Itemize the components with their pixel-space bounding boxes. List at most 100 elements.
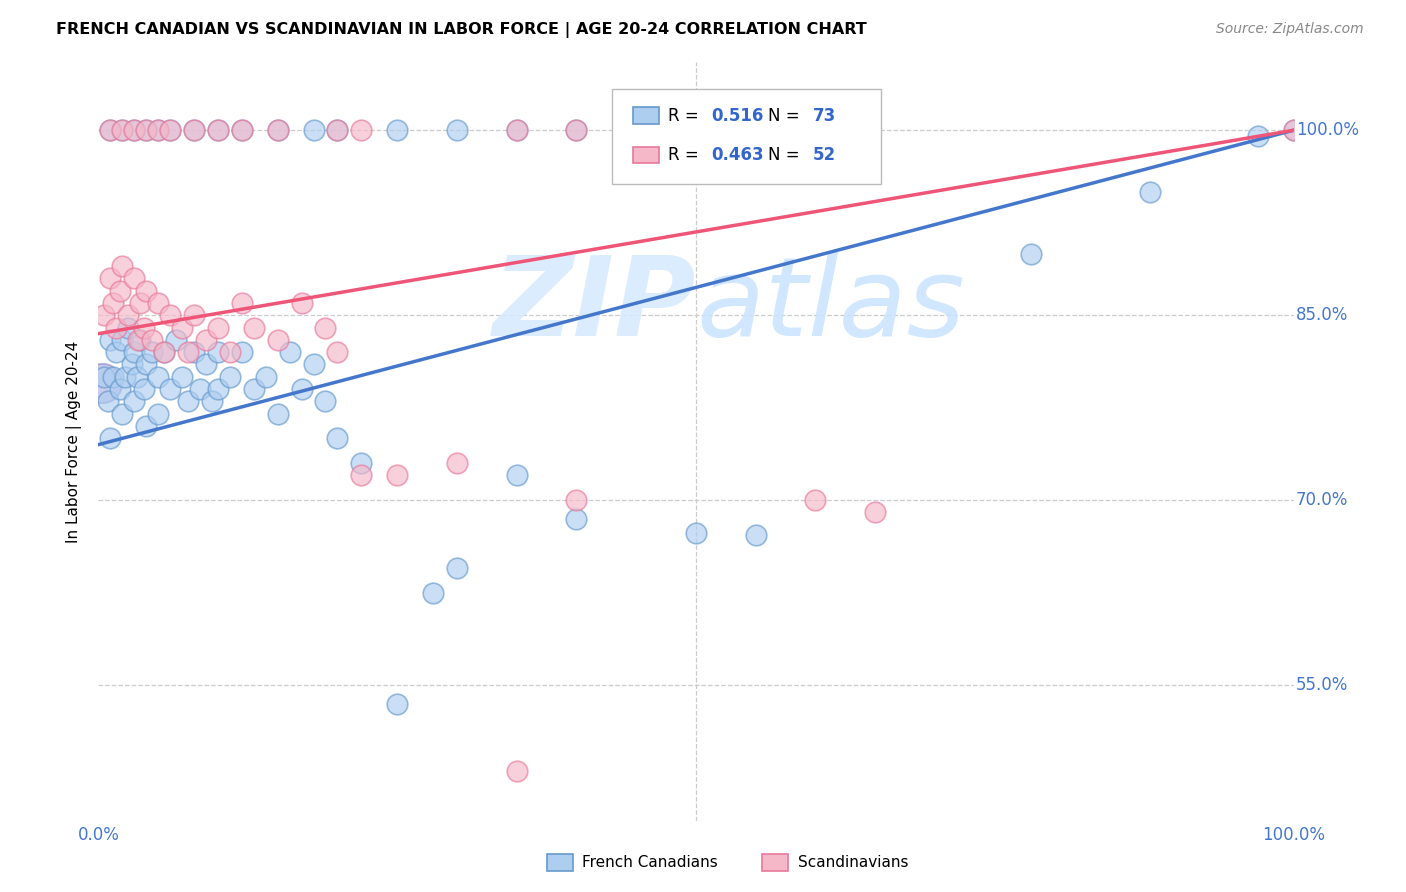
Y-axis label: In Labor Force | Age 20-24: In Labor Force | Age 20-24	[66, 341, 83, 542]
Point	[565, 123, 588, 137]
Point	[422, 585, 444, 599]
Point	[231, 345, 253, 359]
Point	[148, 296, 170, 310]
Point	[685, 526, 707, 541]
Text: atlas: atlas	[696, 252, 965, 359]
Point	[506, 764, 529, 779]
Point	[124, 394, 146, 409]
Point	[243, 320, 266, 334]
Point	[135, 284, 157, 298]
Text: 100.0%: 100.0%	[1296, 121, 1360, 139]
Point	[129, 296, 152, 310]
Point	[685, 123, 707, 137]
Point	[93, 308, 115, 322]
Point	[207, 123, 229, 137]
Point	[1019, 246, 1042, 260]
Point	[98, 123, 122, 137]
Point	[626, 123, 648, 137]
Text: Scandinavians: Scandinavians	[797, 855, 908, 870]
Point	[111, 333, 134, 347]
Point	[114, 369, 136, 384]
Point	[267, 123, 290, 137]
Point	[183, 345, 205, 359]
Point	[172, 320, 194, 334]
Point	[148, 369, 170, 384]
Text: R =: R =	[668, 146, 704, 164]
Point	[385, 468, 409, 483]
Point	[148, 123, 170, 137]
Point	[326, 123, 349, 137]
Text: FRENCH CANADIAN VS SCANDINAVIAN IN LABOR FORCE | AGE 20-24 CORRELATION CHART: FRENCH CANADIAN VS SCANDINAVIAN IN LABOR…	[56, 22, 868, 38]
Text: 85.0%: 85.0%	[1296, 306, 1348, 324]
Point	[153, 345, 176, 359]
Point	[98, 271, 122, 285]
Point	[129, 333, 152, 347]
Text: 0.516: 0.516	[711, 106, 763, 125]
Point	[745, 527, 768, 541]
Text: French Canadians: French Canadians	[582, 855, 718, 870]
Point	[626, 123, 648, 137]
Point	[350, 468, 373, 483]
Point	[565, 123, 588, 137]
Point	[135, 358, 157, 372]
Text: 52: 52	[813, 146, 837, 164]
Point	[231, 123, 253, 137]
Point	[267, 407, 290, 421]
Text: 70.0%: 70.0%	[1296, 491, 1348, 509]
Point	[132, 382, 155, 396]
Point	[165, 333, 187, 347]
Point	[506, 123, 529, 137]
Bar	[547, 854, 572, 871]
Point	[132, 320, 155, 334]
Point	[231, 123, 253, 137]
Point	[148, 407, 170, 421]
Point	[188, 382, 211, 396]
Point	[127, 333, 149, 347]
Point	[278, 345, 301, 359]
Point	[291, 382, 314, 396]
Point	[865, 505, 887, 519]
Point	[111, 407, 134, 421]
Point	[1139, 185, 1161, 199]
Point	[117, 308, 139, 322]
Point	[1282, 123, 1305, 137]
Point	[219, 345, 242, 359]
Point	[195, 358, 218, 372]
Point	[124, 271, 146, 285]
Point	[91, 376, 114, 390]
Point	[207, 345, 229, 359]
Point	[1282, 123, 1305, 137]
Point	[315, 320, 337, 334]
Point	[183, 123, 205, 137]
Point	[111, 259, 134, 273]
Point	[93, 369, 115, 384]
Point	[207, 320, 229, 334]
Point	[159, 123, 181, 137]
Point	[98, 333, 122, 347]
Point	[201, 394, 224, 409]
Point	[153, 345, 176, 359]
Point	[565, 493, 588, 508]
Text: 73: 73	[813, 106, 837, 125]
Point	[1247, 129, 1270, 144]
Text: N =: N =	[768, 146, 804, 164]
Point	[326, 123, 349, 137]
Point	[101, 369, 124, 384]
Point	[159, 123, 181, 137]
Point	[111, 123, 134, 137]
Point	[565, 511, 588, 525]
Point	[177, 345, 200, 359]
Point	[385, 123, 409, 137]
Point	[231, 296, 253, 310]
Point	[207, 123, 229, 137]
Point	[302, 123, 325, 137]
Point	[350, 456, 373, 470]
Point	[125, 369, 148, 384]
Point	[135, 123, 157, 137]
Text: Source: ZipAtlas.com: Source: ZipAtlas.com	[1216, 22, 1364, 37]
Text: N =: N =	[768, 106, 804, 125]
Point	[121, 358, 143, 372]
Point	[124, 345, 146, 359]
Text: R =: R =	[668, 106, 704, 125]
Point	[141, 333, 163, 347]
